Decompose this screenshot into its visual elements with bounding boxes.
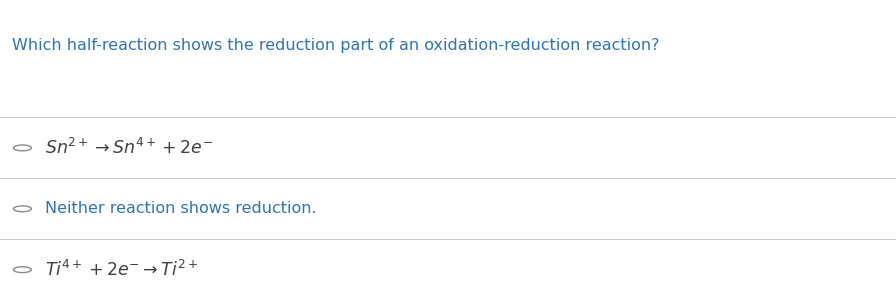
Text: $\mathit{Sn}^{2+} \rightarrow \mathit{Sn}^{4+} + 2\mathit{e}^{-}$: $\mathit{Sn}^{2+} \rightarrow \mathit{Sn… xyxy=(45,138,213,158)
Text: Neither reaction shows reduction.: Neither reaction shows reduction. xyxy=(45,201,316,216)
Text: $\mathit{Ti}^{4+} + 2\mathit{e}^{-} \rightarrow \mathit{Ti}^{2+}$: $\mathit{Ti}^{4+} + 2\mathit{e}^{-} \rig… xyxy=(45,260,199,280)
Text: Which half-reaction shows the reduction part of an oxidation-reduction reaction?: Which half-reaction shows the reduction … xyxy=(12,38,659,53)
